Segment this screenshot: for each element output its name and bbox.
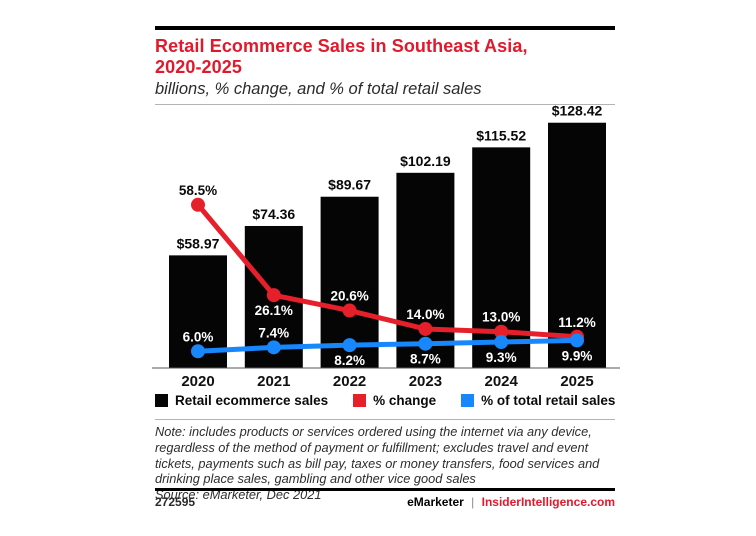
bar-value-label-2020: $58.97 [177, 235, 220, 251]
point-label-2022: 8.2% [334, 353, 365, 368]
brand-emarketer: eMarketer [407, 495, 464, 509]
legend-swatch-red [353, 394, 367, 407]
branding: eMarketer | InsiderIntelligence.com [407, 495, 615, 509]
bar-value-label-2023: $102.19 [400, 153, 451, 169]
point-label-2020: 6.0% [183, 329, 214, 344]
point-label-2022: 20.6% [330, 289, 368, 304]
x-tick-2024: 2024 [485, 373, 519, 390]
legend-item-pct-change: % change [353, 393, 436, 408]
subtitle-divider [155, 104, 615, 105]
point-label-2024: 9.3% [486, 350, 517, 365]
point-label-2025: 11.2% [558, 315, 596, 330]
point-2020 [191, 344, 205, 359]
point-2024 [494, 324, 509, 339]
note-text: Note: includes products or services orde… [155, 424, 600, 487]
x-tick-2021: 2021 [257, 373, 290, 390]
point-2023 [418, 321, 433, 336]
legend-item-pct-of-total-retail-sales: % of total retail sales [461, 393, 615, 408]
x-tick-2020: 2020 [181, 373, 214, 390]
chart-title-line2: 2020-2025 [155, 57, 242, 77]
bar-value-label-2025: $128.42 [552, 103, 603, 119]
point-2023 [418, 336, 433, 351]
point-label-2023: 14.0% [406, 307, 444, 322]
point-2022 [342, 338, 357, 353]
brand-separator: | [471, 495, 475, 509]
chart-plot-area: $58.97 $74.36 $89.67 $102.19 $115.52 $128.42 5… [150, 100, 620, 392]
note-block: Note: includes products or services orde… [155, 424, 617, 503]
point-2021 [266, 288, 281, 303]
legend-label: % of total retail sales [481, 393, 616, 408]
line--change [195, 202, 580, 340]
chart-title-line1: Retail Ecommerce Sales in Southeast Asia… [155, 36, 528, 56]
point-2021 [266, 340, 281, 355]
x-tick-2025: 2025 [560, 373, 593, 390]
point-label-2020: 58.5% [179, 183, 217, 198]
point-label-2023: 8.7% [410, 352, 441, 367]
chart-subtitle: billions, % change, and % of total retai… [155, 80, 482, 98]
legend-swatch-black [155, 394, 168, 407]
x-tick-2023: 2023 [409, 373, 442, 390]
bar-value-label-2022: $89.67 [328, 177, 371, 193]
x-tick-2022: 2022 [333, 373, 366, 390]
footer: 272595 eMarketer | InsiderIntelligence.c… [155, 495, 615, 509]
bar-2025 [548, 122, 606, 368]
footer-rule [155, 488, 615, 491]
legend-swatch-blue [461, 394, 475, 407]
brand-site-url: InsiderIntelligence.com [481, 495, 615, 509]
point-label-2024: 13.0% [482, 310, 520, 325]
legend-label: Retail ecommerce sales [175, 393, 329, 408]
combo-chart: $58.97 $74.36 $89.67 $102.19 $115.52 $128.42 5… [152, 103, 620, 390]
point-label-2021: 7.4% [258, 325, 289, 340]
legend-divider [155, 419, 615, 420]
chart-legend: Retail ecommerce sales % change % of tot… [155, 393, 615, 408]
legend-label: % change [373, 393, 437, 408]
bar-value-label-2021: $74.36 [252, 206, 295, 222]
point-label-2021: 26.1% [255, 303, 293, 318]
point-2025 [570, 333, 584, 348]
top-rule [155, 26, 615, 30]
chart-id: 272595 [155, 495, 196, 509]
point-2024 [494, 335, 509, 350]
legend-item-retail-ecommerce-sales: Retail ecommerce sales [155, 393, 328, 408]
line--of-total-retail-sales [195, 337, 580, 354]
bar-value-label-2024: $115.52 [476, 127, 526, 143]
chart-title: Retail Ecommerce Sales in Southeast Asia… [155, 36, 615, 78]
point-2020 [191, 197, 205, 212]
point-2022 [342, 303, 357, 318]
point-label-2025: 9.9% [562, 348, 593, 363]
